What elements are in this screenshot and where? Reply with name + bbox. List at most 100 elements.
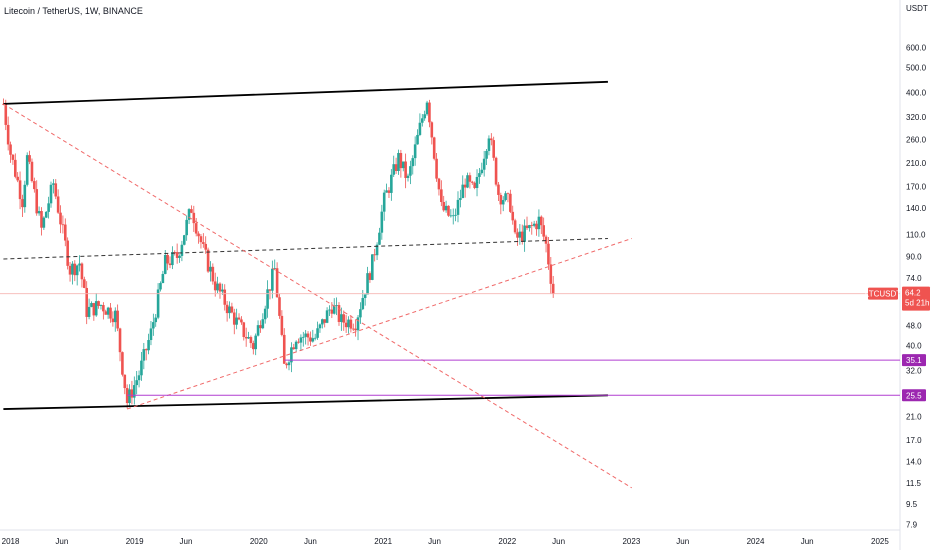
candle-body bbox=[130, 389, 134, 398]
symbol-label: LTCUSDT bbox=[865, 290, 901, 299]
candle-body bbox=[237, 317, 241, 320]
candle-body bbox=[235, 317, 238, 325]
candle-body bbox=[354, 328, 357, 331]
candle-body bbox=[71, 263, 74, 275]
candle-body bbox=[99, 305, 103, 306]
x-tick-label: 2020 bbox=[250, 537, 268, 546]
candle-body bbox=[44, 211, 48, 218]
ascending-trendline[interactable] bbox=[127, 237, 632, 410]
y-tick-label: 17.0 bbox=[906, 436, 922, 445]
candle-body bbox=[311, 338, 315, 342]
channel-bottom-line[interactable] bbox=[3, 394, 608, 410]
candle-body bbox=[163, 254, 167, 274]
candle-body bbox=[194, 223, 198, 234]
candle-body bbox=[359, 309, 362, 318]
candle-body bbox=[316, 328, 319, 338]
candle-body bbox=[113, 310, 117, 323]
candle-body bbox=[90, 303, 93, 307]
candle-body bbox=[525, 225, 529, 229]
candle-body bbox=[411, 158, 415, 167]
candle-body bbox=[206, 249, 210, 272]
candle-body bbox=[513, 220, 517, 233]
candle-body bbox=[432, 137, 436, 159]
y-tick-label: 21.0 bbox=[906, 413, 922, 422]
candle-body bbox=[135, 380, 138, 386]
support-level-label: 35.1 bbox=[906, 356, 922, 365]
channel-top-line[interactable] bbox=[3, 80, 608, 105]
candle-body bbox=[470, 181, 474, 183]
candle-body bbox=[535, 223, 538, 230]
candle-body bbox=[121, 352, 124, 375]
candle-body bbox=[109, 307, 112, 319]
candle-body bbox=[33, 181, 36, 190]
candle-body bbox=[102, 305, 105, 312]
candle-body bbox=[532, 223, 536, 226]
candle-body bbox=[451, 215, 455, 217]
candle-body bbox=[175, 252, 179, 258]
candle-body bbox=[54, 183, 58, 197]
candle-body bbox=[256, 325, 260, 336]
x-tick-label: 2024 bbox=[747, 537, 765, 546]
candle-body bbox=[363, 294, 367, 298]
y-tick-label: 600.0 bbox=[906, 44, 927, 53]
candle-body bbox=[221, 289, 224, 292]
candle-body bbox=[297, 341, 300, 343]
chart-title: Litecoin / TetherUS, 1W, BINANCE bbox=[4, 6, 143, 16]
candle-body bbox=[118, 328, 122, 353]
candle-body bbox=[28, 155, 31, 162]
channel-midline[interactable] bbox=[3, 237, 608, 260]
candle-body bbox=[223, 289, 227, 305]
candle-body bbox=[516, 232, 519, 238]
candle-body bbox=[466, 175, 469, 188]
candle-body bbox=[97, 301, 100, 306]
candle-body bbox=[275, 268, 279, 298]
candle-body bbox=[518, 231, 522, 238]
candle-body bbox=[390, 174, 393, 193]
candle-body bbox=[35, 189, 39, 214]
candle-body bbox=[78, 263, 81, 266]
candle-body bbox=[413, 144, 417, 159]
candle-body bbox=[301, 336, 305, 338]
candle-body bbox=[213, 281, 217, 291]
candle-body bbox=[399, 152, 403, 169]
candle-body bbox=[6, 124, 10, 145]
descending-trendline[interactable] bbox=[3, 103, 632, 489]
candle-body bbox=[292, 347, 296, 350]
candle-body bbox=[161, 273, 165, 284]
candle-body bbox=[83, 279, 86, 288]
candle-body bbox=[66, 240, 69, 266]
candle-body bbox=[442, 202, 446, 211]
candle-body bbox=[56, 196, 60, 213]
candle-body bbox=[447, 205, 450, 216]
candle-body bbox=[59, 212, 62, 225]
candle-body bbox=[282, 334, 286, 364]
candle-body bbox=[313, 337, 317, 339]
candle-body bbox=[344, 322, 348, 328]
candle-body bbox=[330, 309, 334, 314]
y-tick-label: 140.0 bbox=[906, 204, 927, 213]
candle-body bbox=[52, 183, 55, 185]
candle-body bbox=[425, 102, 429, 115]
candle-body bbox=[187, 209, 191, 220]
candle-body bbox=[142, 349, 146, 361]
candle-body bbox=[225, 304, 229, 314]
x-tick-label: 2019 bbox=[126, 537, 144, 546]
x-tick-label: Jun bbox=[428, 537, 441, 546]
candle-body bbox=[273, 268, 277, 270]
candle-body bbox=[266, 289, 269, 309]
candle-body bbox=[492, 140, 495, 158]
candle-body bbox=[254, 335, 257, 350]
candle-body bbox=[449, 215, 453, 217]
candle-body bbox=[230, 306, 234, 313]
x-tick-label: Jun bbox=[304, 537, 317, 546]
candle-body bbox=[178, 255, 181, 258]
candle-body bbox=[375, 244, 379, 256]
candle-body bbox=[18, 180, 22, 200]
y-tick-label: 260.0 bbox=[906, 136, 927, 145]
candle-body bbox=[268, 289, 272, 291]
candle-body bbox=[351, 328, 355, 330]
y-tick-label: 110.0 bbox=[906, 230, 926, 239]
candle-body bbox=[168, 263, 172, 266]
candle-body bbox=[382, 192, 386, 212]
